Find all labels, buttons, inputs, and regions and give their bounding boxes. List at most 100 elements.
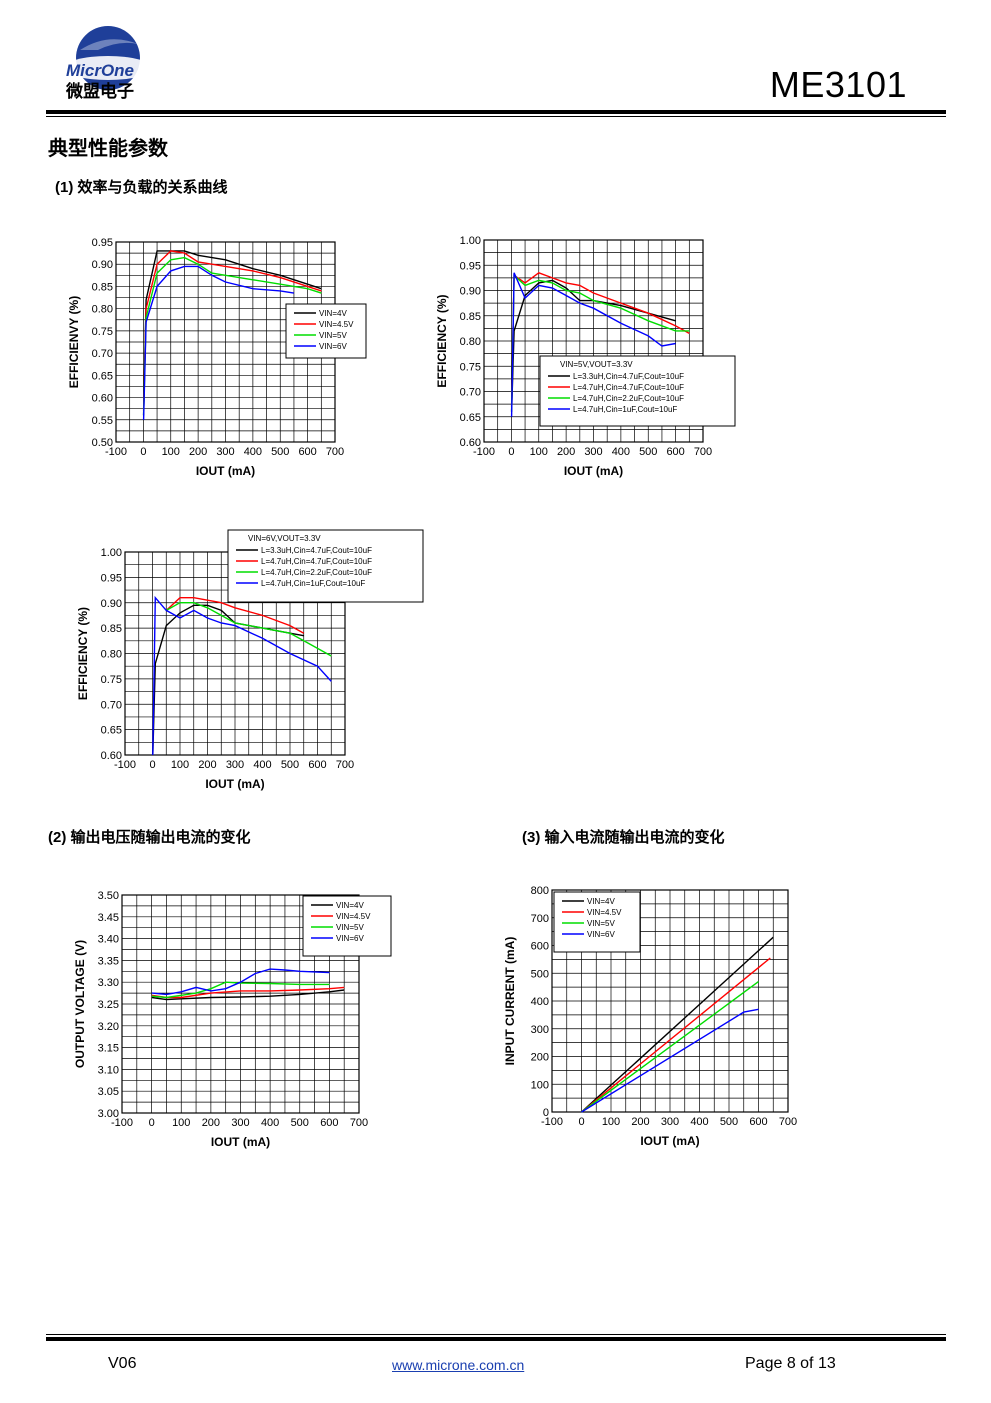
x-tick-label: 400: [690, 1116, 708, 1128]
footer-website-link[interactable]: www.microne.com.cn: [392, 1357, 525, 1373]
x-tick-label: 100: [530, 446, 548, 458]
legend-entry: L=4.7uH,Cin=1uF,Cout=10uF: [261, 579, 365, 588]
x-tick-label: 100: [602, 1116, 620, 1128]
y-tick-label: 300: [531, 1024, 549, 1036]
y-tick-label: 0.95: [92, 237, 113, 249]
x-tick-label: 700: [336, 759, 354, 771]
y-tick-label: 3.35: [98, 955, 119, 967]
y-tick-label: 700: [531, 913, 549, 925]
y-tick-label: 3.50: [98, 890, 119, 902]
series-line-3: [510, 273, 690, 412]
y-tick-label: 0.70: [92, 348, 113, 360]
logo-text-en: MicrOne: [66, 61, 134, 80]
chart-legend: VIN=4V VIN=4.5V VIN=5V VIN=6V: [553, 891, 641, 953]
series-line-3: [581, 981, 759, 1113]
y-tick-label: 100: [531, 1079, 549, 1091]
x-axis-label: IOUT (mA): [205, 777, 264, 791]
y-tick-label: 0.90: [460, 286, 481, 298]
legend-entry: VIN=6V: [587, 930, 615, 939]
x-tick-label: 200: [202, 1117, 220, 1129]
x-tick-label: 100: [162, 446, 180, 458]
series-line-2: [165, 596, 305, 634]
x-tick-label: 200: [198, 759, 216, 771]
legend-entry: VIN=4.5V: [587, 908, 622, 917]
chart-legend: VIN=5V,VOUT=3.3V L=3.3uH,Cin=4.7uF,Cout=1…: [539, 355, 736, 427]
x-tick-label: 300: [584, 446, 602, 458]
x-tick-label: 500: [720, 1116, 738, 1128]
series-line-1: [581, 936, 774, 1113]
x-tick-label: 0: [578, 1116, 584, 1128]
x-tick-label: 700: [779, 1116, 797, 1128]
y-tick-label: 3.25: [98, 999, 119, 1011]
company-logo: MicrOne 微盟电子: [64, 26, 152, 102]
y-axis-label: EFFICIENCY (%): [435, 294, 449, 387]
x-axis-label: IOUT (mA): [196, 464, 255, 478]
x-tick-label: -100: [105, 446, 127, 458]
series-line-4: [510, 272, 676, 417]
y-tick-label: 1.00: [101, 547, 122, 559]
x-tick-label: 300: [661, 1116, 679, 1128]
series-line-2: [510, 272, 690, 407]
legend-entry: VIN=4V: [319, 309, 347, 318]
x-tick-label: 600: [666, 446, 684, 458]
plot-frame: [551, 889, 789, 1113]
x-tick-label: 200: [557, 446, 575, 458]
x-tick-label: -100: [111, 1117, 133, 1129]
x-tick-label: 0: [140, 446, 146, 458]
series-line-4: [152, 595, 332, 756]
footer-rule-thick: [46, 1337, 946, 1341]
y-tick-label: 0.65: [101, 725, 122, 737]
y-tick-label: 0.65: [92, 370, 113, 382]
section-title: 典型性能参数: [48, 138, 168, 160]
document-title: ME3101: [769, 64, 907, 105]
header-rule-thin: [46, 116, 946, 117]
legend-entry: VIN=4.5V: [336, 912, 371, 921]
y-tick-label: 3.10: [98, 1064, 119, 1076]
y-tick-label: 0.75: [101, 674, 122, 686]
legend-entry: VIN=5V: [336, 923, 364, 932]
series-line-1: [142, 250, 322, 416]
y-tick-label: 0.50: [92, 437, 113, 449]
legend-entry: VIN=4.5V: [319, 320, 354, 329]
legend-entry: L=4.7uH,Cin=4.7uF,Cout=10uF: [261, 557, 372, 566]
x-tick-label: 300: [216, 446, 234, 458]
y-tick-label: 0.55: [92, 415, 113, 427]
y-tick-label: 500: [531, 968, 549, 980]
y-tick-label: 0.60: [92, 393, 113, 405]
x-tick-label: 400: [244, 446, 262, 458]
chart-legend: VIN=6V,VOUT=3.3V L=3.3uH,Cin=4.7uF,Cout=1…: [227, 529, 424, 603]
series-line-1: [152, 604, 304, 756]
x-tick-label: 300: [231, 1117, 249, 1129]
subheading-output-voltage: (2) 输出电压随输出电流的变化: [48, 829, 251, 846]
x-tick-label: -100: [473, 446, 495, 458]
y-tick-label: 0.80: [92, 304, 113, 316]
legend-entry: L=4.7uH,Cin=2.2uF,Cout=10uF: [573, 394, 684, 403]
y-tick-label: 1.00: [460, 235, 481, 247]
legend-entry: VIN=6V: [319, 342, 347, 351]
y-tick-label: 3.20: [98, 1021, 119, 1033]
x-tick-label: 500: [281, 759, 299, 771]
x-tick-label: 700: [326, 446, 344, 458]
footer-version: V06: [108, 1355, 137, 1372]
x-tick-label: 0: [508, 446, 514, 458]
x-tick-label: 500: [291, 1117, 309, 1129]
x-tick-label: 600: [298, 446, 316, 458]
x-axis-label: IOUT (mA): [564, 464, 623, 478]
y-tick-label: 0.70: [101, 699, 122, 711]
header-rule-thick: [46, 110, 946, 114]
subheading-efficiency: (1) 效率与负载的关系曲线: [55, 179, 228, 196]
y-tick-label: 0: [543, 1107, 549, 1119]
series-line-3: [142, 256, 322, 416]
y-tick-label: 0.75: [460, 361, 481, 373]
x-tick-label: 600: [320, 1117, 338, 1129]
chart-efficiency-vin5v: -100 0 100 200 300 400 500 600 700 0.60 0.65 0.70 0.…: [435, 235, 736, 478]
x-tick-label: 200: [189, 446, 207, 458]
series-line-2: [142, 250, 322, 411]
y-tick-label: 3.40: [98, 934, 119, 946]
plot-frame: [483, 239, 704, 443]
legend-entry: VIN=5V: [587, 919, 615, 928]
footer-page-number: Page 8 of 13: [745, 1355, 836, 1372]
x-tick-label: -100: [541, 1116, 563, 1128]
chart-efficiency-vs-load-vin: -100 0 100 200 300 400 500 600 700 0.50 0.55 0.60 0.…: [67, 237, 367, 478]
y-tick-label: 3.45: [98, 912, 119, 924]
